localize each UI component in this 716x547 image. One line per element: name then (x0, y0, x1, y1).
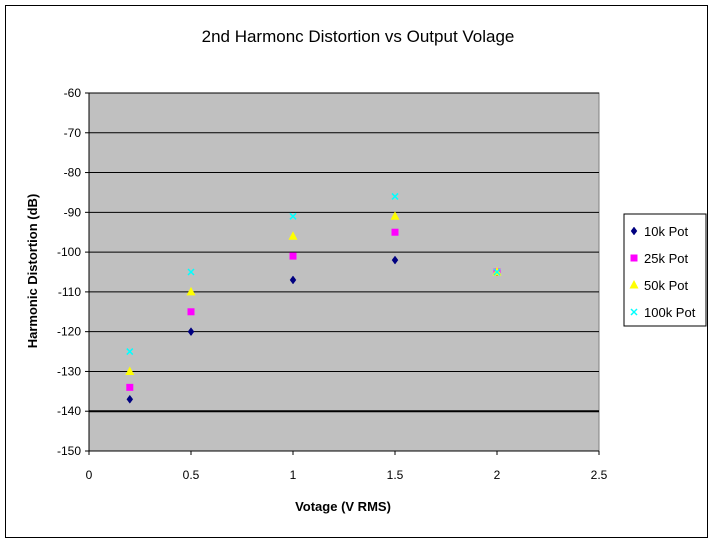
data-point-100k-pot (187, 268, 195, 276)
legend-box (623, 213, 707, 327)
legend-marker-25k-pot (630, 254, 638, 262)
y-tick-label: -130 (57, 364, 81, 378)
data-point-100k-pot (289, 212, 297, 220)
legend-label-100k-pot: 100k Pot (644, 305, 696, 320)
x-axis-label: Votage (V RMS) (295, 499, 391, 514)
y-tick-label: -80 (64, 166, 82, 180)
data-point-50k-pot (125, 366, 135, 375)
legend: 10k Pot 25k Pot 50k Pot 100k Pot (623, 213, 707, 327)
legend-label-10k-pot: 10k Pot (644, 224, 688, 239)
data-point-25k-pot (126, 383, 134, 391)
data-point-50k-pot (390, 211, 400, 220)
x-tick-label: 2 (494, 468, 501, 482)
x-tick-label: 0.5 (183, 468, 200, 482)
y-tick-label: -150 (57, 444, 81, 458)
y-tick-label: -140 (57, 404, 81, 418)
data-point-25k-pot (289, 252, 297, 260)
y-tick-label: -100 (57, 245, 81, 259)
data-point-100k-pot (493, 268, 501, 276)
data-point-10k-pot (126, 394, 134, 404)
y-tick-label: -70 (64, 126, 82, 140)
legend-label-50k-pot: 50k Pot (644, 278, 688, 293)
legend-marker-100k-pot (630, 308, 638, 316)
chart-title: 2nd Harmonc Distortion vs Output Volage (202, 27, 515, 46)
data-point-100k-pot (126, 348, 134, 356)
data-point-25k-pot (187, 308, 195, 316)
y-axis-label: Harmonic Distortion (dB) (25, 194, 40, 349)
data-point-50k-pot (288, 231, 298, 240)
data-point-50k-pot (186, 286, 196, 296)
x-tick-label: 1.5 (387, 468, 404, 482)
x-tick-label: 0 (86, 468, 93, 482)
data-point-10k-pot (187, 327, 195, 337)
x-tick-label: 2.5 (591, 468, 608, 482)
y-tick-label: -110 (58, 285, 81, 299)
data-point-10k-pot (391, 255, 399, 265)
y-tick-label: -90 (64, 205, 82, 219)
plot-background (88, 92, 600, 452)
legend-marker-10k-pot (630, 226, 638, 236)
data-point-25k-pot (391, 228, 399, 236)
chart-frame (5, 5, 708, 538)
plot-area: -60 -70 -80 -90 -100 -110 -120 -130 -140 -150 0 0.5… (57, 86, 608, 482)
y-tick-label: -120 (57, 325, 81, 339)
legend-label-25k-pot: 25k Pot (644, 251, 688, 266)
legend-marker-50k-pot (629, 280, 639, 289)
x-tick-label: 1 (290, 468, 297, 482)
data-point-10k-pot (289, 275, 297, 285)
data-point-100k-pot (391, 192, 399, 200)
y-tick-label: -60 (64, 86, 82, 100)
